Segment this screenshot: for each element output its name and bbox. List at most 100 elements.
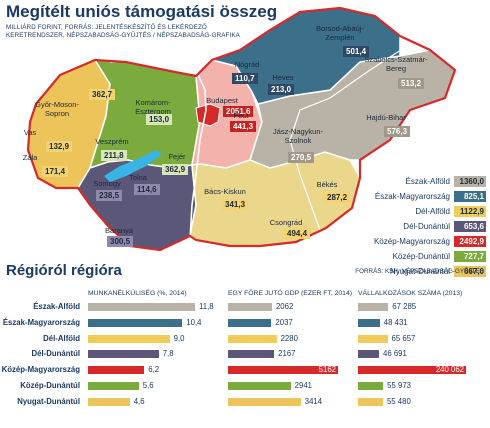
county-value-badge: 362,7	[89, 89, 116, 100]
county-value-badge: 213,0	[268, 84, 295, 95]
county-name: Győr-Moson- Sopron	[35, 100, 79, 118]
legend-region-value: 1122,9	[454, 206, 486, 217]
county-value-badge: 494,4	[284, 228, 311, 239]
category-label: Észak-Alföld	[33, 302, 80, 311]
county-value-badge: 362,9	[162, 164, 189, 175]
data-label: 2037	[275, 317, 293, 327]
county-value-badge: 441,3	[230, 121, 257, 132]
legend-region-name: Dél-Alföld	[415, 207, 450, 216]
legend-region-value: 667,0	[454, 266, 486, 277]
data-bar	[358, 350, 379, 359]
legend-region-name: Közép-Magyarország	[373, 237, 450, 246]
data-label: 6,2	[148, 365, 160, 375]
county-value-badge: 153,0	[146, 114, 173, 125]
county-name: Somogy	[93, 179, 121, 188]
county-name: Pest	[233, 111, 249, 120]
data-bar	[358, 334, 388, 343]
county-name: Heves	[272, 73, 294, 82]
section-title: Régióról régióra	[6, 262, 122, 279]
county-value-badge: 2051,6	[223, 106, 254, 117]
category-label: Közép-Dunántúl	[20, 381, 80, 390]
data-label: 2167	[278, 349, 296, 359]
county-name: Veszprém	[95, 137, 129, 146]
county-value-badge: 300,5	[107, 236, 134, 247]
category-label: Közép-Magyarország	[1, 365, 80, 375]
data-label: 9,0	[173, 333, 185, 343]
data-label: 55 480	[386, 396, 411, 406]
county-name: Zala	[22, 153, 38, 162]
data-label: 2062	[275, 302, 294, 311]
data-bar	[88, 350, 159, 359]
series-header: Egy főre jutó GDP (ezer Ft, 2014)	[228, 290, 353, 297]
data-label: 5,6	[142, 381, 154, 390]
county-name: Vas	[23, 128, 37, 137]
county-name: Békés	[316, 180, 338, 189]
county-value-badge: 171,4	[42, 166, 69, 177]
data-label: 55 973	[387, 381, 412, 390]
county-value-badge: 110,7	[232, 73, 258, 84]
data-label: 65 657	[391, 333, 416, 343]
data-bar	[358, 397, 383, 406]
data-bar	[358, 303, 389, 311]
county-name: Nógrád	[234, 60, 260, 69]
data-bar	[228, 334, 277, 343]
data-bar	[88, 334, 170, 343]
data-label: 67 285	[392, 302, 417, 311]
series-header: Munkanélküliség (%, 2014)	[88, 290, 187, 297]
legend-region-value: 825,1	[454, 191, 486, 202]
category-label: Dél-Dunántúl	[31, 349, 80, 359]
data-bar	[88, 382, 139, 390]
category-label: Nyugat-Dunántúl	[17, 396, 80, 406]
data-label: 7,8	[162, 349, 174, 359]
county-value-badge: 132,9	[46, 141, 73, 152]
data-bar	[358, 318, 380, 327]
data-label: 240 062	[435, 365, 464, 375]
data-bar	[88, 397, 130, 406]
county-value-badge: 576,3	[384, 126, 411, 137]
lake-balaton	[104, 150, 162, 182]
data-label: 2941	[294, 381, 313, 390]
legend-region-name: Észak-Alföld	[405, 177, 450, 186]
page-subtitle: Milliárd forint, forrás: jelentéskészítő…	[6, 24, 240, 39]
county-value-badge: 341,3	[222, 199, 249, 210]
legend-region-name: Észak-Magyarország	[374, 192, 450, 201]
county-value-badge: 211,8	[101, 150, 127, 161]
data-label: 10,4	[186, 317, 202, 327]
data-label: 46 691	[383, 349, 407, 359]
county-name: Budapest	[206, 96, 238, 105]
county-value-badge: 114,6	[134, 184, 160, 195]
county-value-badge: 501,4	[343, 46, 370, 57]
county-name: Komárom- Esztergom	[135, 98, 171, 116]
data-bar	[228, 318, 272, 327]
data-bar	[228, 366, 338, 375]
category-label: Észak-Magyarország	[2, 317, 80, 327]
series-header: Vállalkozások száma (2013)	[358, 290, 463, 297]
county-name: Csongrád	[269, 218, 303, 227]
data-bar	[88, 366, 145, 375]
county-value-badge: 270,5	[288, 152, 315, 163]
data-label: 11,8	[199, 302, 214, 311]
section-source: Forrás: KSH, Népszabadság-gyűjtés	[355, 268, 484, 275]
region-budapest	[195, 103, 221, 127]
county-name: Baranya	[105, 226, 133, 235]
data-label: 4,6	[133, 396, 145, 406]
county-value-badge: 513,2	[398, 78, 425, 89]
county-name: Bács-Kiskun	[204, 187, 246, 196]
data-bar	[228, 397, 301, 406]
county-name: Fejér	[168, 152, 186, 161]
data-label: 3414	[304, 396, 323, 406]
danube-river	[109, 59, 207, 241]
country-border	[26, 6, 457, 252]
data-bar	[228, 382, 291, 390]
data-label: 2280	[280, 333, 298, 343]
legend-region-value: 727,7	[454, 251, 486, 262]
county-name: Tolna	[129, 173, 147, 182]
data-bar	[88, 318, 183, 327]
page-title: Megítélt uniós támogatási összeg	[6, 2, 278, 21]
tisza-river	[289, 47, 405, 231]
legend-region-name: Nyugat-Dunántúl	[389, 267, 450, 276]
data-label: 48 431	[383, 317, 408, 327]
data-bar	[228, 303, 272, 311]
county-name: Szabolcs-Szatmár- Bereg	[364, 55, 428, 73]
data-label: 5162	[318, 365, 336, 375]
